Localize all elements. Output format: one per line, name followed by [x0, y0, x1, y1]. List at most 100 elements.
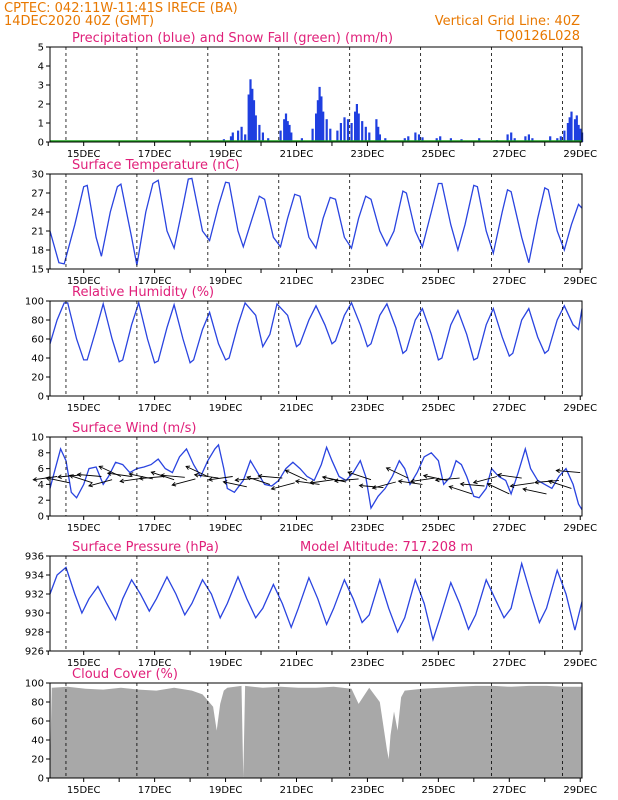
wind-vector — [410, 477, 435, 482]
x-tick-label: 19DEC — [209, 276, 243, 287]
wind-arrowhead — [138, 476, 144, 481]
precip-bar — [290, 132, 293, 142]
panel-annotation: Model Altitude: 717.208 m — [300, 540, 473, 555]
x-tick-label: 15DEC — [67, 523, 101, 534]
wind-arrowhead — [246, 475, 252, 481]
series-line — [49, 443, 583, 511]
wind-arrowhead — [385, 467, 391, 472]
wind-vector — [309, 479, 334, 484]
wind-arrowhead — [119, 478, 125, 484]
precip-bar — [513, 138, 516, 142]
precip-bar — [240, 126, 243, 142]
precip-bar — [435, 138, 438, 142]
precip-bar — [570, 111, 573, 142]
x-tick-label: 27DEC — [492, 149, 526, 160]
precip-bar — [252, 100, 256, 142]
x-tick-label: 15DEC — [67, 658, 101, 669]
y-tick-label: 926 — [25, 647, 44, 658]
y-tick-label: 0 — [38, 774, 44, 785]
panel-3: Surface Wind (m/s) 0 2 4 6 8 10 15DEC 17DEC 19DEC… — [31, 421, 597, 534]
wind-vector — [510, 482, 535, 487]
wind-arrowhead — [57, 474, 62, 480]
wind-vector — [185, 465, 208, 477]
x-tick-label: 25DEC — [421, 403, 455, 414]
series-line — [49, 300, 583, 364]
wind-arrowhead — [68, 474, 74, 479]
precip-bar — [478, 138, 481, 142]
precip-bar — [346, 119, 350, 142]
wind-arrowhead — [397, 479, 403, 484]
panel-0: Precipitation (blue) and Snow Fall (gree… — [38, 31, 597, 160]
wind-arrowhead — [486, 483, 492, 488]
series-line — [49, 561, 583, 642]
wind-vector — [347, 471, 372, 481]
precip-bar — [258, 124, 261, 142]
wind-arrowhead — [534, 479, 539, 485]
header-date: 14DEC2020 40Z (GMT) — [4, 14, 154, 29]
wind-arrowhead — [509, 483, 515, 489]
y-tick-label: 3 — [38, 81, 44, 92]
panel-frame — [49, 173, 583, 270]
wind-arrowhead — [321, 475, 327, 480]
x-tick-label: 21DEC — [280, 403, 314, 414]
precip-bar — [407, 136, 410, 142]
precip-bar — [286, 121, 289, 142]
y-tick-label: 30 — [31, 170, 44, 181]
wind-arrowhead — [410, 478, 415, 484]
precip-bar — [556, 138, 559, 142]
x-tick-label: 23DEC — [351, 403, 385, 414]
wind-arrowhead — [294, 479, 300, 484]
y-tick-label: 930 — [25, 609, 44, 620]
panel-5: Cloud Cover (%) 0 20 40 60 80 100 15DEC 17DEC 19D… — [25, 667, 597, 796]
precip-bar — [414, 132, 417, 142]
y-tick-label: 0 — [38, 512, 44, 523]
wind-vector — [77, 473, 102, 477]
wind-arrowhead — [257, 473, 263, 479]
y-tick-label: 60 — [31, 717, 44, 728]
precip-bar — [378, 134, 381, 142]
precip-bar — [384, 138, 387, 142]
wind-vector — [208, 476, 233, 481]
precip-bar — [355, 104, 358, 142]
precip-bar — [244, 134, 247, 142]
wind-vector — [398, 480, 423, 485]
panel-2: Relative Humidity (%) 0 20 40 60 80 100 15DEC 17… — [25, 285, 597, 414]
x-tick-label: 21DEC — [280, 149, 314, 160]
y-tick-label: 1 — [38, 119, 44, 130]
precip-bar — [549, 136, 552, 142]
precip-bar — [300, 138, 303, 142]
wind-vector — [449, 486, 473, 495]
wind-vector — [523, 488, 547, 495]
panel-title: Relative Humidity (%) — [72, 285, 214, 300]
x-tick-label: 21DEC — [280, 785, 314, 796]
precip-bar — [288, 124, 291, 142]
wind-vector — [556, 470, 581, 474]
precip-bar — [231, 132, 234, 142]
y-tick-label: 2 — [38, 496, 44, 507]
x-tick-label: 19DEC — [209, 149, 243, 160]
wind-arrowhead — [496, 472, 502, 478]
precip-bar — [575, 115, 578, 142]
precip-bar — [315, 113, 318, 142]
y-tick-label: 100 — [25, 297, 44, 308]
wind-arrowhead — [193, 472, 199, 478]
x-tick-label: 21DEC — [280, 658, 314, 669]
precip-bar — [320, 96, 323, 142]
panel-title: Surface Wind (m/s) — [72, 421, 196, 436]
wind-vector — [460, 483, 485, 487]
x-tick-label: 29DEC — [563, 785, 597, 796]
wind-vector — [359, 485, 384, 489]
wind-arrowhead — [222, 480, 228, 485]
precip-bar — [377, 126, 380, 142]
precip-bar — [251, 88, 254, 142]
wind-vector — [386, 467, 409, 479]
wind-arrowhead — [555, 468, 561, 474]
y-tick-label: 0 — [38, 392, 44, 403]
x-tick-label: 17DEC — [138, 658, 172, 669]
wind-vector — [534, 479, 559, 483]
y-tick-label: 8 — [38, 448, 44, 459]
y-tick-label: 928 — [25, 628, 44, 639]
wind-arrowhead — [98, 465, 104, 470]
x-tick-label: 29DEC — [563, 149, 597, 160]
